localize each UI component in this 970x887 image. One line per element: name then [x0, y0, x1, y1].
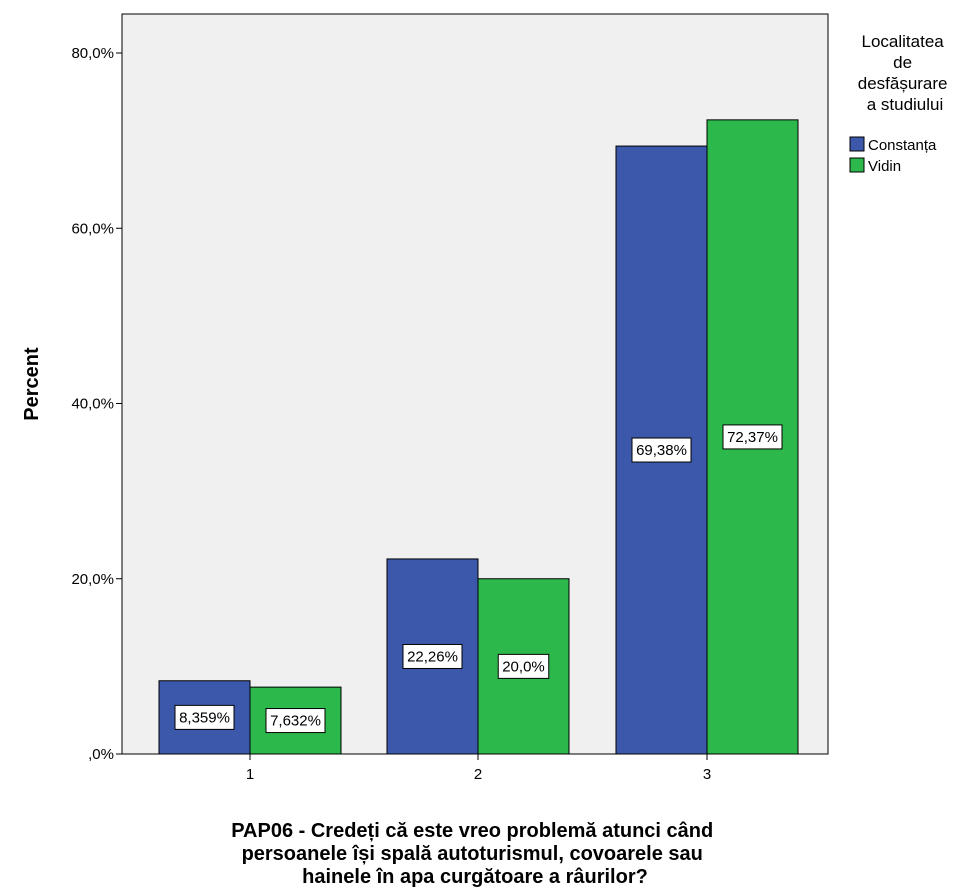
y-axis: ,0% 20,0% 40,0% 60,0% 80,0% — [71, 45, 122, 763]
legend-swatch-constanta — [849, 136, 865, 152]
data-label: 8,359% — [179, 709, 230, 726]
data-label: 72,37% — [727, 429, 778, 446]
legend-title-line-3: desfășurare — [858, 74, 948, 93]
x-axis-title-line-3: hainele în apa curgătoare a râurilor? — [302, 866, 648, 887]
x-tick-label: 2 — [474, 766, 482, 783]
x-tick-label: 3 — [703, 766, 711, 783]
data-label: 69,38% — [636, 442, 687, 459]
legend-label-constanta: Constanța — [868, 137, 937, 154]
data-label-box — [265, 708, 326, 734]
legend-swatch-vidin — [849, 157, 865, 173]
x-axis: 1 2 3 — [246, 754, 711, 783]
data-label: 7,632% — [270, 713, 321, 730]
data-labels: 8,359% 7,632% 22,26% 20,0% 69,38% 72,37% — [174, 424, 783, 734]
legend-title-line-1: Localitatea — [862, 32, 945, 51]
data-label: 20,0% — [502, 658, 545, 675]
x-tick-label: 1 — [246, 766, 254, 783]
legend-title-line-2: de — [893, 53, 912, 72]
legend-title-line-4: a studiului — [867, 95, 944, 114]
data-label-box — [402, 643, 463, 669]
x-axis-title-line-1: PAP06 - Credeți că este vreo problemă at… — [231, 820, 713, 842]
data-label-box — [497, 653, 550, 679]
x-axis-title: PAP06 - Credeți că este vreo problemă at… — [231, 820, 719, 887]
y-axis-title: Percent — [21, 347, 43, 421]
legend-title: Localitatea de desfășurare a studiului — [858, 32, 953, 114]
data-label-box — [174, 704, 235, 730]
y-tick-label: 60,0% — [71, 220, 114, 237]
x-axis-title-line-2: persoanele își spală autoturismul, covoa… — [242, 843, 703, 865]
y-tick-label: ,0% — [88, 746, 114, 763]
legend-label-vidin: Vidin — [868, 158, 901, 175]
data-label-box — [631, 437, 692, 463]
data-label-box — [722, 424, 783, 450]
legend: Localitatea de desfășurare a studiului C… — [849, 32, 953, 175]
y-tick-label: 20,0% — [71, 571, 114, 588]
y-tick-label: 80,0% — [71, 45, 114, 62]
y-tick-label: 40,0% — [71, 396, 114, 413]
data-label: 22,26% — [407, 648, 458, 665]
